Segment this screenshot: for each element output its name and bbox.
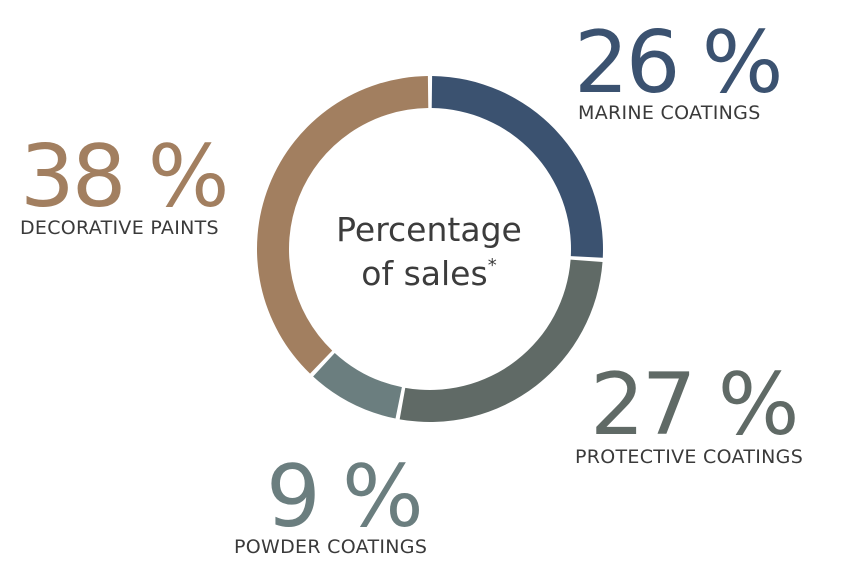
- footnote-mark: *: [487, 255, 497, 276]
- marine-percent-label: 26 %: [574, 13, 783, 113]
- powder-category-label: POWDER COATINGS: [234, 536, 428, 558]
- donut-slice-decorative-paints: [257, 76, 429, 374]
- donut-slice-marine-coatings: [431, 76, 603, 258]
- protective-percent-label: 27 %: [590, 355, 799, 455]
- center-title-line-2: of sales*: [300, 252, 558, 296]
- center-title-line-2-text: of sales: [361, 254, 488, 293]
- decorative-category-label: DECORATIVE PAINTS: [20, 217, 219, 239]
- center-title-line-1: Percentage: [336, 210, 522, 249]
- donut-slice-protective-coatings: [399, 259, 603, 422]
- protective-category-label: PROTECTIVE COATINGS: [575, 446, 804, 468]
- donut-slice-powder-coatings: [313, 352, 402, 419]
- chart-center-title: Percentage of sales*: [300, 208, 558, 296]
- decorative-percent-label: 38 %: [20, 127, 229, 227]
- marine-category-label: MARINE COATINGS: [578, 102, 761, 124]
- powder-percent-label: 9 %: [266, 447, 424, 547]
